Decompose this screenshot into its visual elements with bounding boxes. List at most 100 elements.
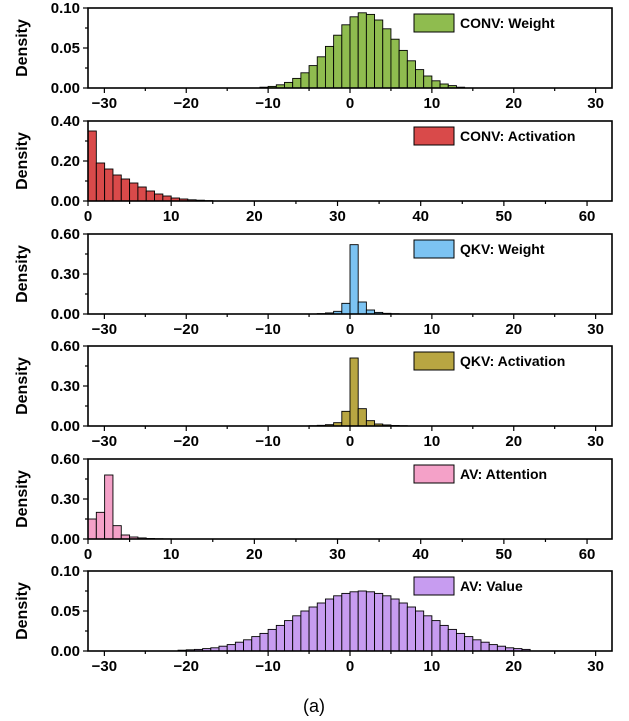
bar	[398, 49, 408, 89]
x-tick-label: 50	[496, 208, 513, 225]
bar	[137, 186, 147, 202]
y-tick-label: 0.60	[51, 338, 80, 355]
x-tick-label: −30	[92, 433, 117, 450]
bar	[374, 19, 384, 89]
panel-3: −30 −20 −10 0 10 20 30 0.00 0.30 0.60 Density QKV: …	[14, 226, 613, 338]
bar	[120, 178, 131, 202]
y-tick-label: 0.00	[51, 193, 80, 210]
x-tick-label: 30	[329, 208, 346, 225]
x-tick-label: 30	[329, 546, 346, 563]
bar	[382, 595, 392, 652]
x-tick-label: −10	[255, 95, 280, 112]
bar	[87, 130, 97, 202]
bar	[365, 13, 376, 89]
bar	[333, 34, 343, 89]
bar	[341, 302, 351, 315]
bar	[324, 598, 335, 652]
bar	[415, 610, 425, 652]
bar	[382, 28, 392, 89]
x-tick-label: 0	[346, 658, 354, 675]
bar	[365, 591, 376, 652]
x-tick-label: 0	[346, 321, 354, 338]
bar	[406, 606, 416, 652]
bar	[243, 639, 253, 652]
y-tick-label: 0.00	[51, 418, 80, 435]
y-tick-label: 0.60	[51, 451, 80, 468]
bar	[300, 72, 310, 89]
x-tick-label: 0	[346, 433, 354, 450]
x-tick-label: 20	[246, 208, 263, 225]
bar	[251, 636, 261, 652]
bar	[284, 620, 294, 652]
bar	[464, 636, 474, 652]
y-tick-label: 0.05	[51, 603, 80, 620]
y-tick-label: 0.30	[51, 491, 80, 508]
bar	[390, 38, 400, 89]
x-tick-label: −10	[255, 433, 280, 450]
bar	[316, 56, 326, 89]
bar	[431, 80, 441, 89]
y-axis-label: Density	[14, 245, 31, 303]
bar	[488, 644, 498, 652]
bar	[349, 16, 359, 89]
bar	[423, 615, 433, 652]
x-tick-label: 20	[246, 546, 263, 563]
x-tick-label: 10	[163, 546, 180, 563]
x-tick-label: 10	[424, 658, 441, 675]
bar	[349, 591, 359, 652]
bar	[398, 602, 408, 652]
x-tick-label: −30	[92, 321, 117, 338]
bar	[308, 606, 318, 652]
y-tick-label: 0.05	[51, 40, 80, 57]
panel-5: 0 10 20 30 40 50 60 0.00 0.30 0.60 Density AV: Atte…	[14, 451, 613, 563]
x-tick-label: −20	[174, 433, 199, 450]
x-tick-label: 30	[587, 658, 604, 675]
bar	[357, 408, 367, 427]
x-tick-label: 10	[424, 95, 441, 112]
bar	[423, 75, 433, 89]
x-tick-label: −30	[92, 95, 117, 112]
x-tick-label: −20	[174, 321, 199, 338]
legend-swatch	[413, 126, 455, 146]
bar	[406, 60, 416, 89]
bar	[316, 602, 326, 652]
legend-label: AV: Value	[460, 578, 523, 594]
x-tick-label: 20	[505, 433, 522, 450]
bar	[292, 615, 302, 652]
y-tick-label: 0.40	[51, 113, 80, 130]
y-tick-label: 0.00	[51, 306, 80, 323]
panel-2: 0 10 20 30 40 50 60 0.00 0.20 0.40 Density CONV: Ac…	[14, 113, 613, 225]
x-tick-label: 30	[587, 433, 604, 450]
y-tick-label: 0.10	[51, 0, 80, 17]
x-tick-label: 40	[412, 208, 429, 225]
y-axis-label: Density	[14, 132, 31, 190]
bar	[284, 81, 294, 89]
x-tick-label: 0	[84, 546, 92, 563]
y-axis-label: Density	[14, 470, 31, 528]
legend-label: CONV: Weight	[460, 15, 555, 31]
bar	[349, 357, 359, 427]
legend-label: QKV: Activation	[460, 353, 565, 369]
x-tick-label: −20	[174, 658, 199, 675]
legend-label: AV: Attention	[460, 466, 547, 482]
bar	[349, 244, 359, 315]
y-axis-label: Density	[14, 357, 31, 415]
bar	[104, 168, 114, 202]
bar	[129, 182, 139, 202]
bar	[341, 410, 351, 427]
bar	[104, 474, 114, 540]
panel-1: −30 −20 −10 0 10 20 30 0.00 0.05 0.10 Density CONV:…	[14, 0, 613, 112]
legend-swatch	[413, 351, 455, 371]
bar	[431, 620, 441, 652]
bar	[439, 624, 449, 652]
bar	[154, 193, 164, 202]
legend-label: QKV: Weight	[460, 241, 545, 257]
legend-swatch	[413, 13, 455, 33]
legend-swatch	[413, 464, 455, 484]
legend-swatch	[413, 239, 455, 259]
x-tick-label: −10	[255, 658, 280, 675]
bar	[267, 628, 277, 652]
x-tick-label: 50	[496, 546, 513, 563]
y-axis-label: Density	[14, 19, 31, 77]
